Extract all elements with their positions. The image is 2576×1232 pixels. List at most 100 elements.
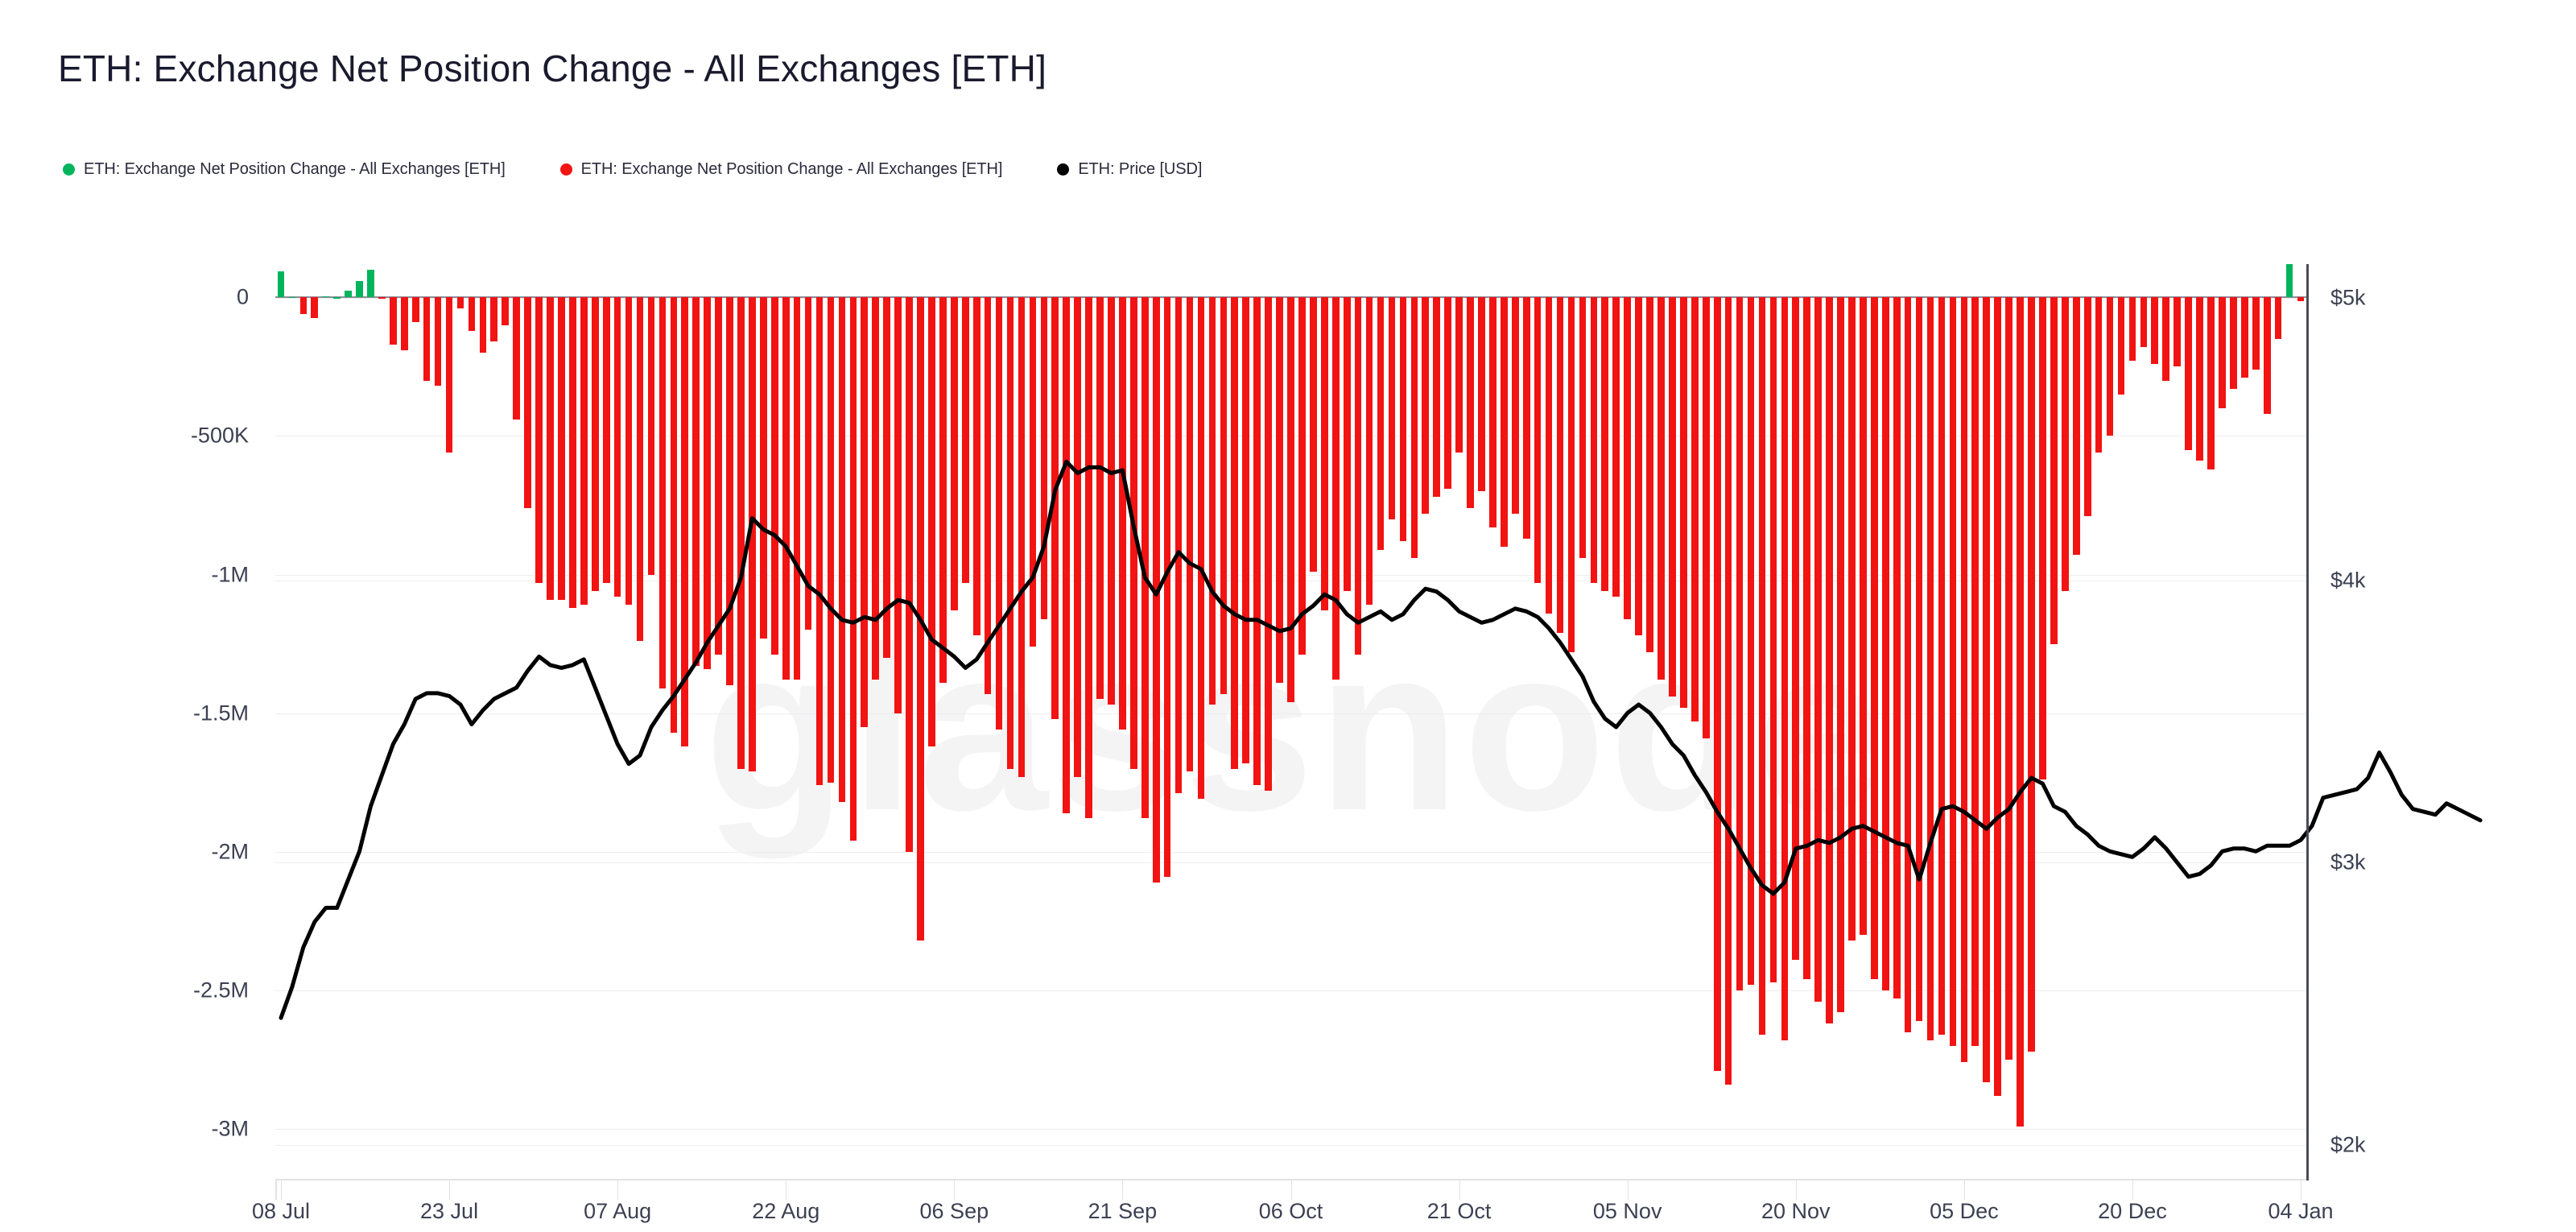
x-tick-label: 21 Sep — [1088, 1199, 1158, 1223]
chart-bar — [311, 297, 319, 319]
chart-bar — [1320, 297, 1328, 611]
chart-bar — [2219, 297, 2226, 408]
chart-bar — [2005, 297, 2013, 1060]
chart-bar — [1556, 297, 1564, 633]
chart-bar — [1422, 297, 1430, 514]
chart-bar — [479, 297, 487, 353]
chart-bar — [299, 297, 308, 314]
gridline — [275, 575, 2306, 576]
legend-item-label: ETH: Price [USD] — [1078, 159, 1203, 178]
x-axis-tick — [1291, 1180, 1292, 1200]
x-axis-tick — [1459, 1180, 1460, 1200]
y-right-axis-line — [2306, 264, 2309, 1180]
x-axis-tick — [1628, 1180, 1629, 1200]
chart-bar — [2241, 297, 2248, 378]
gridline — [275, 1129, 2306, 1130]
y-axis-left: 0 -500K -1M -1.5M -2M -2.5M -3M — [0, 0, 251, 1232]
chart-bar — [2083, 297, 2091, 517]
chart-bar — [1612, 297, 1620, 597]
chart-bar — [580, 297, 588, 606]
chart-bar — [502, 297, 510, 325]
chart-bar — [2117, 297, 2125, 395]
x-axis-line — [275, 1179, 2306, 1180]
x-tick-label: 08 Jul — [251, 1199, 310, 1223]
chart-bar — [591, 297, 599, 592]
glassnode-watermark: glassnode — [692, 612, 1900, 845]
chart-bar — [2072, 297, 2080, 556]
chart-bar — [1635, 297, 1642, 636]
chart-bar — [681, 297, 689, 746]
chart-bar — [423, 297, 431, 381]
chart-bar — [1994, 297, 2001, 1096]
chart-bar — [411, 297, 419, 323]
chart-bar — [468, 297, 476, 331]
y-right-tick-label: $2k — [2330, 1132, 2366, 1157]
chart-bar — [1926, 297, 1934, 1040]
chart-bar — [1377, 297, 1385, 550]
y-right-tick-label: $4k — [2330, 568, 2366, 593]
legend-item-1[interactable]: ETH: Exchange Net Position Change - All … — [559, 160, 1002, 179]
chart-bar — [1960, 297, 1968, 1063]
x-tick-label: 05 Dec — [1930, 1199, 1999, 1223]
chart-bar — [1501, 297, 1508, 548]
x-tick-label: 20 Nov — [1761, 1199, 1831, 1223]
chart-bar — [1938, 297, 1946, 1035]
x-axis-tick — [1964, 1180, 1965, 1200]
chart-bar — [1410, 297, 1418, 558]
chart-bar — [513, 297, 520, 420]
x-axis-tick — [1122, 1180, 1123, 1200]
gridline — [275, 1145, 2306, 1146]
chart-bar — [367, 269, 374, 298]
chart-bar — [1489, 297, 1496, 528]
x-tick-label: 06 Oct — [1258, 1199, 1323, 1223]
gridline — [275, 862, 2306, 863]
chart-bar — [558, 297, 565, 600]
legend-item-0[interactable]: ETH: Exchange Net Position Change - All … — [63, 160, 506, 179]
chart-bar — [547, 297, 554, 600]
chart-bar — [535, 297, 543, 583]
circle-marker — [63, 163, 75, 176]
chart-bar — [1601, 297, 1609, 592]
gridline — [275, 990, 2306, 991]
x-axis-tick — [449, 1180, 450, 1200]
chart-bar — [2140, 297, 2148, 348]
circle-marker — [559, 163, 572, 176]
x-tick-label: 05 Nov — [1592, 1199, 1662, 1223]
chart-bar — [2252, 297, 2260, 370]
chart-legend: ETH: Exchange Net Position Change - All … — [63, 158, 1257, 180]
chart-bar — [972, 297, 980, 636]
chart-bar — [2230, 297, 2237, 389]
chart-bar — [1455, 297, 1463, 453]
chart-bar — [1590, 297, 1598, 583]
x-tick-label: 20 Dec — [2098, 1199, 2167, 1223]
legend-item-label: ETH: Exchange Net Position Change - All … — [84, 159, 506, 178]
chart-bar — [1904, 297, 1912, 1032]
chart-bar — [670, 297, 678, 733]
chart-bar — [2050, 297, 2058, 644]
y-left-tick-label: -500K — [190, 423, 249, 448]
chart-bar — [1467, 297, 1474, 508]
chart-bar — [2106, 297, 2114, 436]
chart-bar — [524, 297, 531, 508]
chart-bar — [2185, 297, 2192, 450]
chart-bar — [1040, 297, 1048, 619]
chart-bar — [569, 297, 576, 608]
chart-bar — [951, 297, 958, 611]
chart-bar — [1624, 297, 1631, 619]
chart-bar — [400, 297, 408, 350]
chart-bar — [613, 297, 621, 597]
y-left-tick-label: -1M — [211, 562, 250, 587]
chart-bar — [445, 297, 453, 453]
legend-item-2[interactable]: ETH: Price [USD] — [1057, 160, 1202, 179]
y-left-tick-label: -2M — [211, 839, 250, 864]
y-right-tick-label: $3k — [2330, 850, 2366, 874]
chart-bar — [625, 297, 633, 606]
chart-bar — [434, 297, 442, 387]
chart-bar — [658, 297, 667, 688]
chart-bar — [1388, 297, 1396, 519]
y-axis-right: $5k $4k $3k $2k — [2330, 0, 2572, 1232]
chart-bar — [1511, 297, 1519, 514]
chart-bar — [2151, 297, 2159, 364]
x-tick-label: 06 Sep — [919, 1199, 989, 1223]
chart-bar — [2162, 297, 2170, 381]
